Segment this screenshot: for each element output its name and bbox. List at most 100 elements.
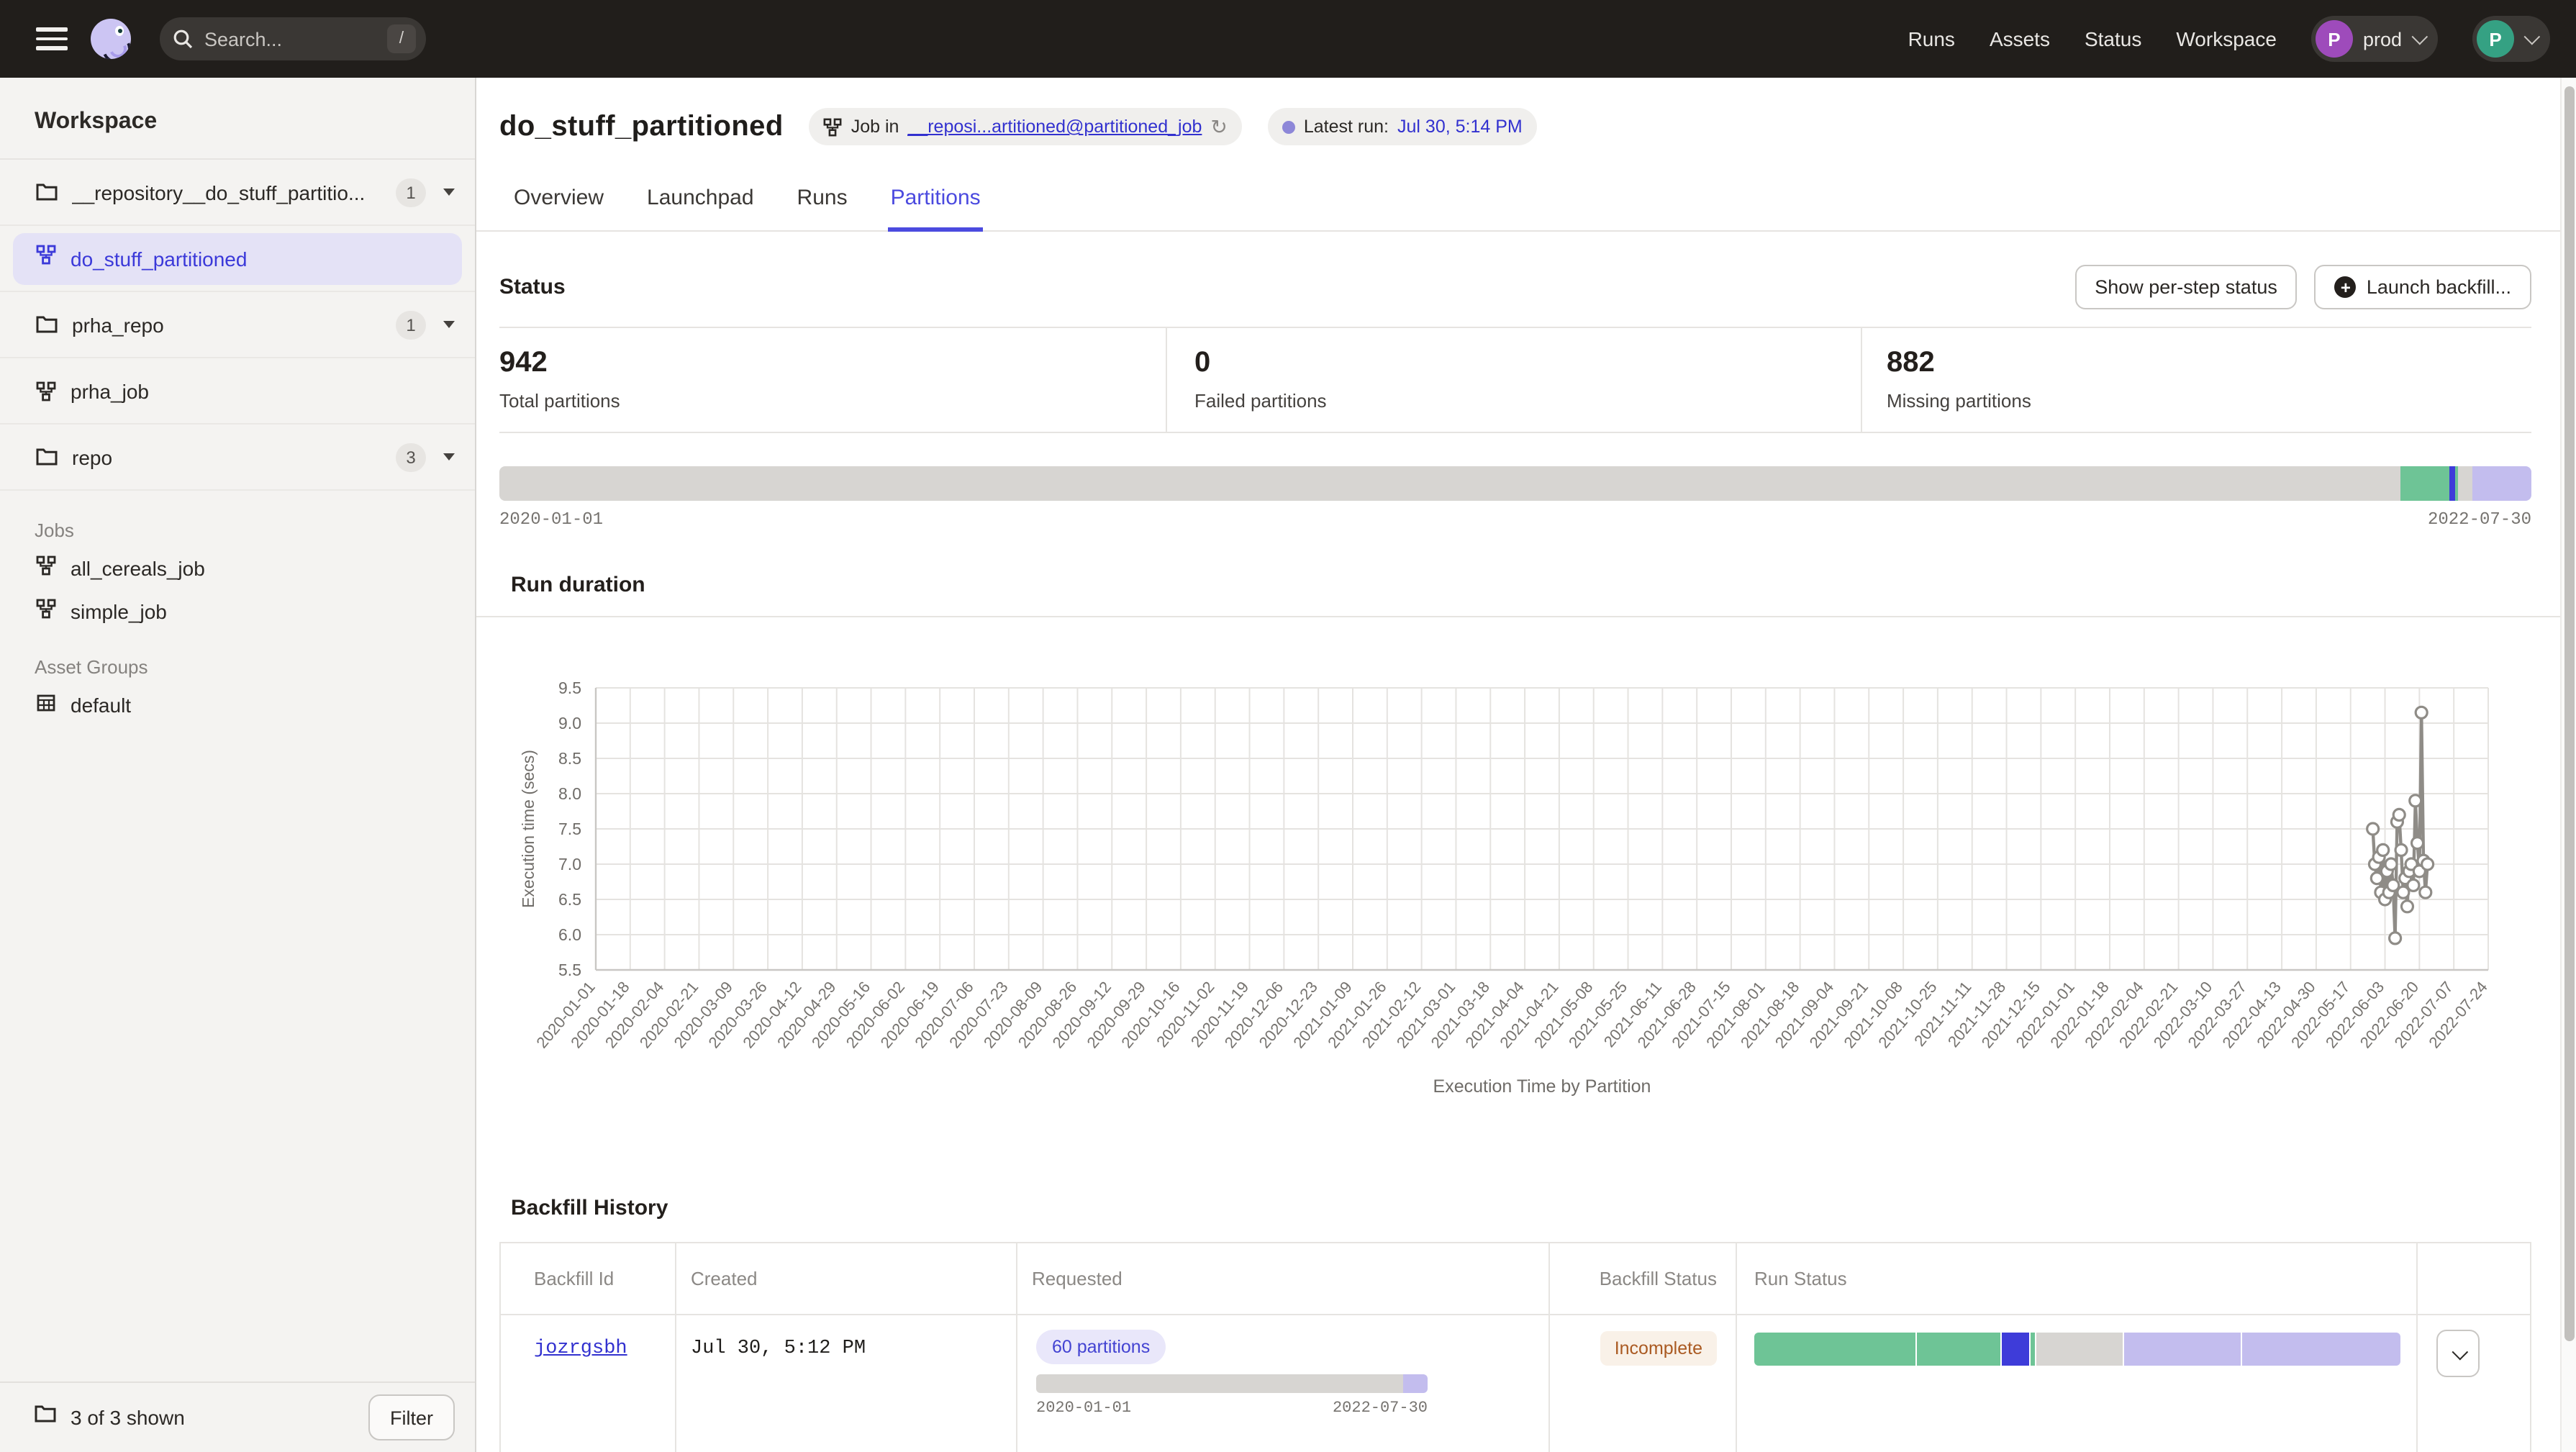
asset-group-icon [36, 691, 56, 719]
chevron-down-icon[interactable] [443, 321, 455, 328]
sidebar-repo-repo[interactable]: repo 3 [0, 425, 475, 491]
bar-segment-bar_gray [499, 466, 2400, 501]
job-tag-prefix: Job in [851, 117, 899, 137]
svg-text:9.5: 9.5 [558, 679, 581, 697]
navbar-links: Runs Assets Status Workspace P prod P [1908, 16, 2550, 62]
nav-link-assets[interactable]: Assets [1989, 27, 2050, 50]
folder-icon [36, 315, 58, 334]
bar-segment-blue_stripe [2449, 466, 2456, 501]
nav-link-runs[interactable]: Runs [1908, 27, 1955, 50]
backfill-table: Backfill Id Created Requested Backfill S… [499, 1242, 2531, 1452]
backfill-history-header: Backfill History [476, 1135, 2576, 1242]
row-expand-button[interactable] [2436, 1330, 2480, 1377]
refresh-icon[interactable]: ↻ [1210, 115, 1228, 138]
folder-icon [36, 183, 58, 201]
latest-run-link[interactable]: Jul 30, 5:14 PM [1397, 117, 1523, 137]
vertical-scrollbar[interactable] [2560, 78, 2576, 1452]
stat-failed-partitions: 0 Failed partitions [1166, 328, 1861, 432]
sidebar-title: Workspace [0, 78, 475, 160]
partition-bar-range: 2020-01-01 2022-07-30 [499, 509, 2531, 530]
sidebar-selected-row: do_stuff_partitioned [0, 226, 475, 292]
stat-total-partitions: 942 Total partitions [499, 347, 620, 412]
bar-segment-green [1916, 1333, 2000, 1366]
col-backfill-id: Backfill Id [501, 1243, 676, 1314]
deployment-switcher[interactable]: P prod [2310, 16, 2438, 62]
svg-text:9.0: 9.0 [558, 714, 581, 732]
bar-segment-lavender [2242, 1333, 2400, 1366]
chevron-down-icon[interactable] [443, 453, 455, 460]
tab-runs[interactable]: Runs [797, 186, 848, 210]
status-section-title: Status [499, 275, 566, 299]
tab-launchpad[interactable]: Launchpad [647, 186, 754, 210]
job-icon [36, 598, 56, 625]
job-icon [36, 381, 56, 401]
section-divider [476, 616, 2576, 617]
run-status-dot [1282, 120, 1295, 133]
status-section-header: Status Show per-step status + Launch bac… [476, 232, 2576, 309]
sidebar-item-simple-job[interactable]: simple_job [0, 590, 475, 633]
chevron-down-icon[interactable] [443, 189, 455, 196]
deployment-avatar: P [2315, 20, 2353, 58]
search-placeholder: Search... [204, 28, 283, 50]
requested-range-start: 2020-01-01 [1036, 1400, 1132, 1417]
backfill-created: Jul 30, 5:12 PM [691, 1338, 866, 1360]
chevron-down-icon [2411, 28, 2428, 45]
launch-backfill-button[interactable]: + Launch backfill... [2314, 265, 2531, 309]
svg-text:5.5: 5.5 [558, 961, 581, 979]
search-input[interactable]: Search... / [160, 17, 426, 60]
bar-segment-green [1754, 1333, 1915, 1366]
user-menu[interactable]: P [2472, 16, 2550, 62]
sidebar-section-jobs: Jobs [35, 519, 74, 541]
dagster-logo-icon[interactable] [91, 19, 131, 59]
tab-partitions[interactable]: Partitions [887, 174, 984, 232]
bar-segment-bar_gray [2036, 1333, 2123, 1366]
repo-count-badge: 3 [396, 443, 426, 471]
job-icon [36, 245, 56, 272]
tab-bar: Overview Launchpad Runs Partitions [476, 174, 2576, 232]
workspace-sidebar: Workspace __repository__do_stuff_partiti… [0, 78, 476, 1452]
run-duration-title: Run duration [511, 573, 645, 597]
nav-link-status[interactable]: Status [2084, 27, 2142, 50]
menu-icon[interactable] [36, 27, 68, 50]
tab-overview[interactable]: Overview [514, 186, 604, 210]
col-requested: Requested [1017, 1243, 1550, 1314]
job-icon [824, 117, 843, 136]
sidebar-section-asset-groups: Asset Groups [35, 656, 148, 678]
svg-text:6.5: 6.5 [558, 890, 581, 909]
col-backfill-status: Backfill Status [1550, 1243, 1737, 1314]
partition-status-bar[interactable] [499, 466, 2531, 501]
run-status-bar[interactable] [1754, 1333, 2400, 1366]
sidebar-item-default-asset-group[interactable]: default [0, 684, 475, 727]
filter-button[interactable]: Filter [368, 1394, 455, 1440]
sidebar-item-prha-job[interactable]: prha_job [0, 358, 475, 425]
stat-missing-partitions: 882 Missing partitions [1861, 328, 2531, 432]
scrollbar-thumb[interactable] [2564, 86, 2575, 1341]
svg-text:7.5: 7.5 [558, 820, 581, 838]
requested-partitions-badge[interactable]: 60 partitions [1036, 1330, 1166, 1364]
nav-link-workspace[interactable]: Workspace [2176, 27, 2277, 50]
sidebar-repo-prha-repo[interactable]: prha_repo 1 [0, 292, 475, 358]
repo-count-badge: 1 [396, 310, 426, 339]
show-per-step-status-button[interactable]: Show per-step status [2074, 265, 2298, 309]
sidebar-repo-repository-do-stuff[interactable]: __repository__do_stuff_partitio... 1 [0, 160, 475, 226]
run-duration-chart: 9.5 9.0 8.5 8.0 7.5 7.0 6.5 6.0 5.5 2020-01-01 202… [476, 617, 2576, 1135]
partition-range-start: 2020-01-01 [499, 509, 604, 530]
col-run-status: Run Status [1737, 1243, 2418, 1314]
backfill-id-link[interactable]: jozrgsbh [534, 1338, 627, 1360]
execution-time-chart[interactable]: 9.59.08.58.07.57.06.56.05.52020-01-01202… [476, 617, 2576, 1135]
plus-circle-icon: + [2334, 276, 2357, 298]
svg-text:Execution time (secs): Execution time (secs) [519, 750, 538, 908]
bar-segment-bar_gray [2457, 466, 2472, 501]
bar-segment-bar_gray [1036, 1374, 1404, 1393]
job-tag: Job in __reposi...artitioned@partitioned… [809, 108, 1242, 145]
run-duration-header: Run duration [476, 530, 2576, 616]
sidebar-item-do-stuff-partitioned[interactable]: do_stuff_partitioned [13, 232, 462, 284]
bar-segment-lavender [2472, 466, 2531, 501]
job-tag-link[interactable]: __reposi...artitioned@partitioned_job [907, 117, 1202, 137]
svg-text:8.5: 8.5 [558, 749, 581, 768]
latest-run-tag: Latest run: Jul 30, 5:14 PM [1267, 108, 1537, 145]
top-navbar: Search... / Runs Assets Status Workspace… [0, 0, 2576, 78]
partition-stats: 942 Total partitions 0 Failed partitions… [499, 327, 2531, 433]
sidebar-item-all-cereals-job[interactable]: all_cereals_job [0, 547, 475, 590]
